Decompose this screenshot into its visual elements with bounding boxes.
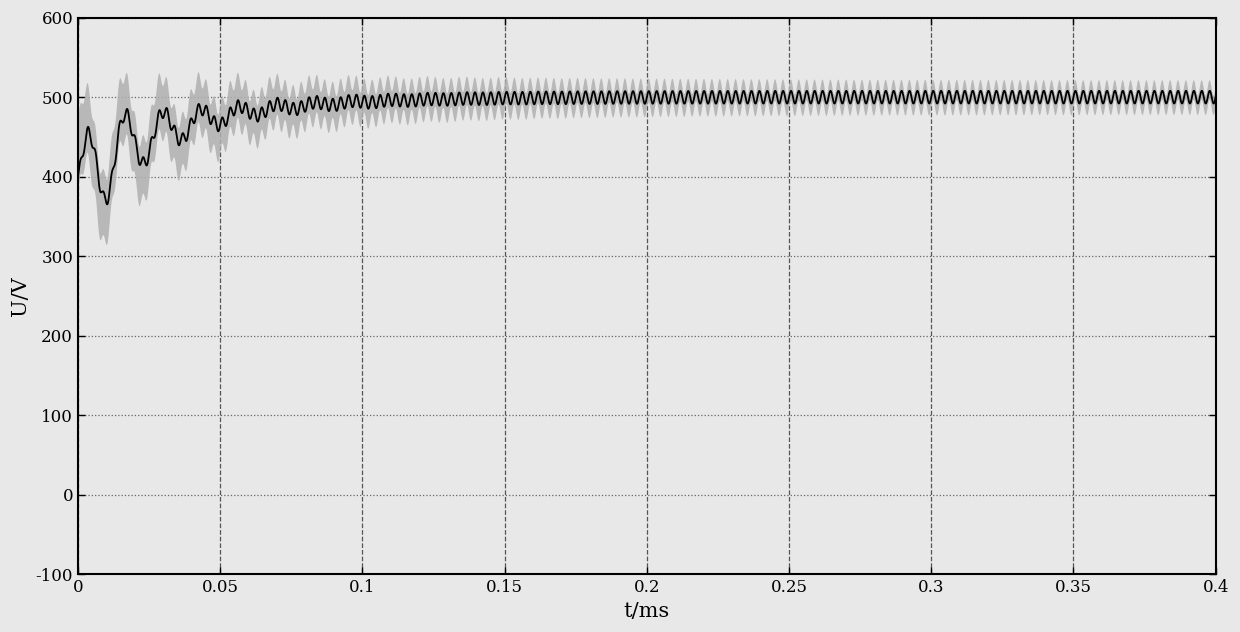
X-axis label: t/ms: t/ms — [624, 602, 670, 621]
Y-axis label: U/V: U/V — [11, 276, 30, 316]
